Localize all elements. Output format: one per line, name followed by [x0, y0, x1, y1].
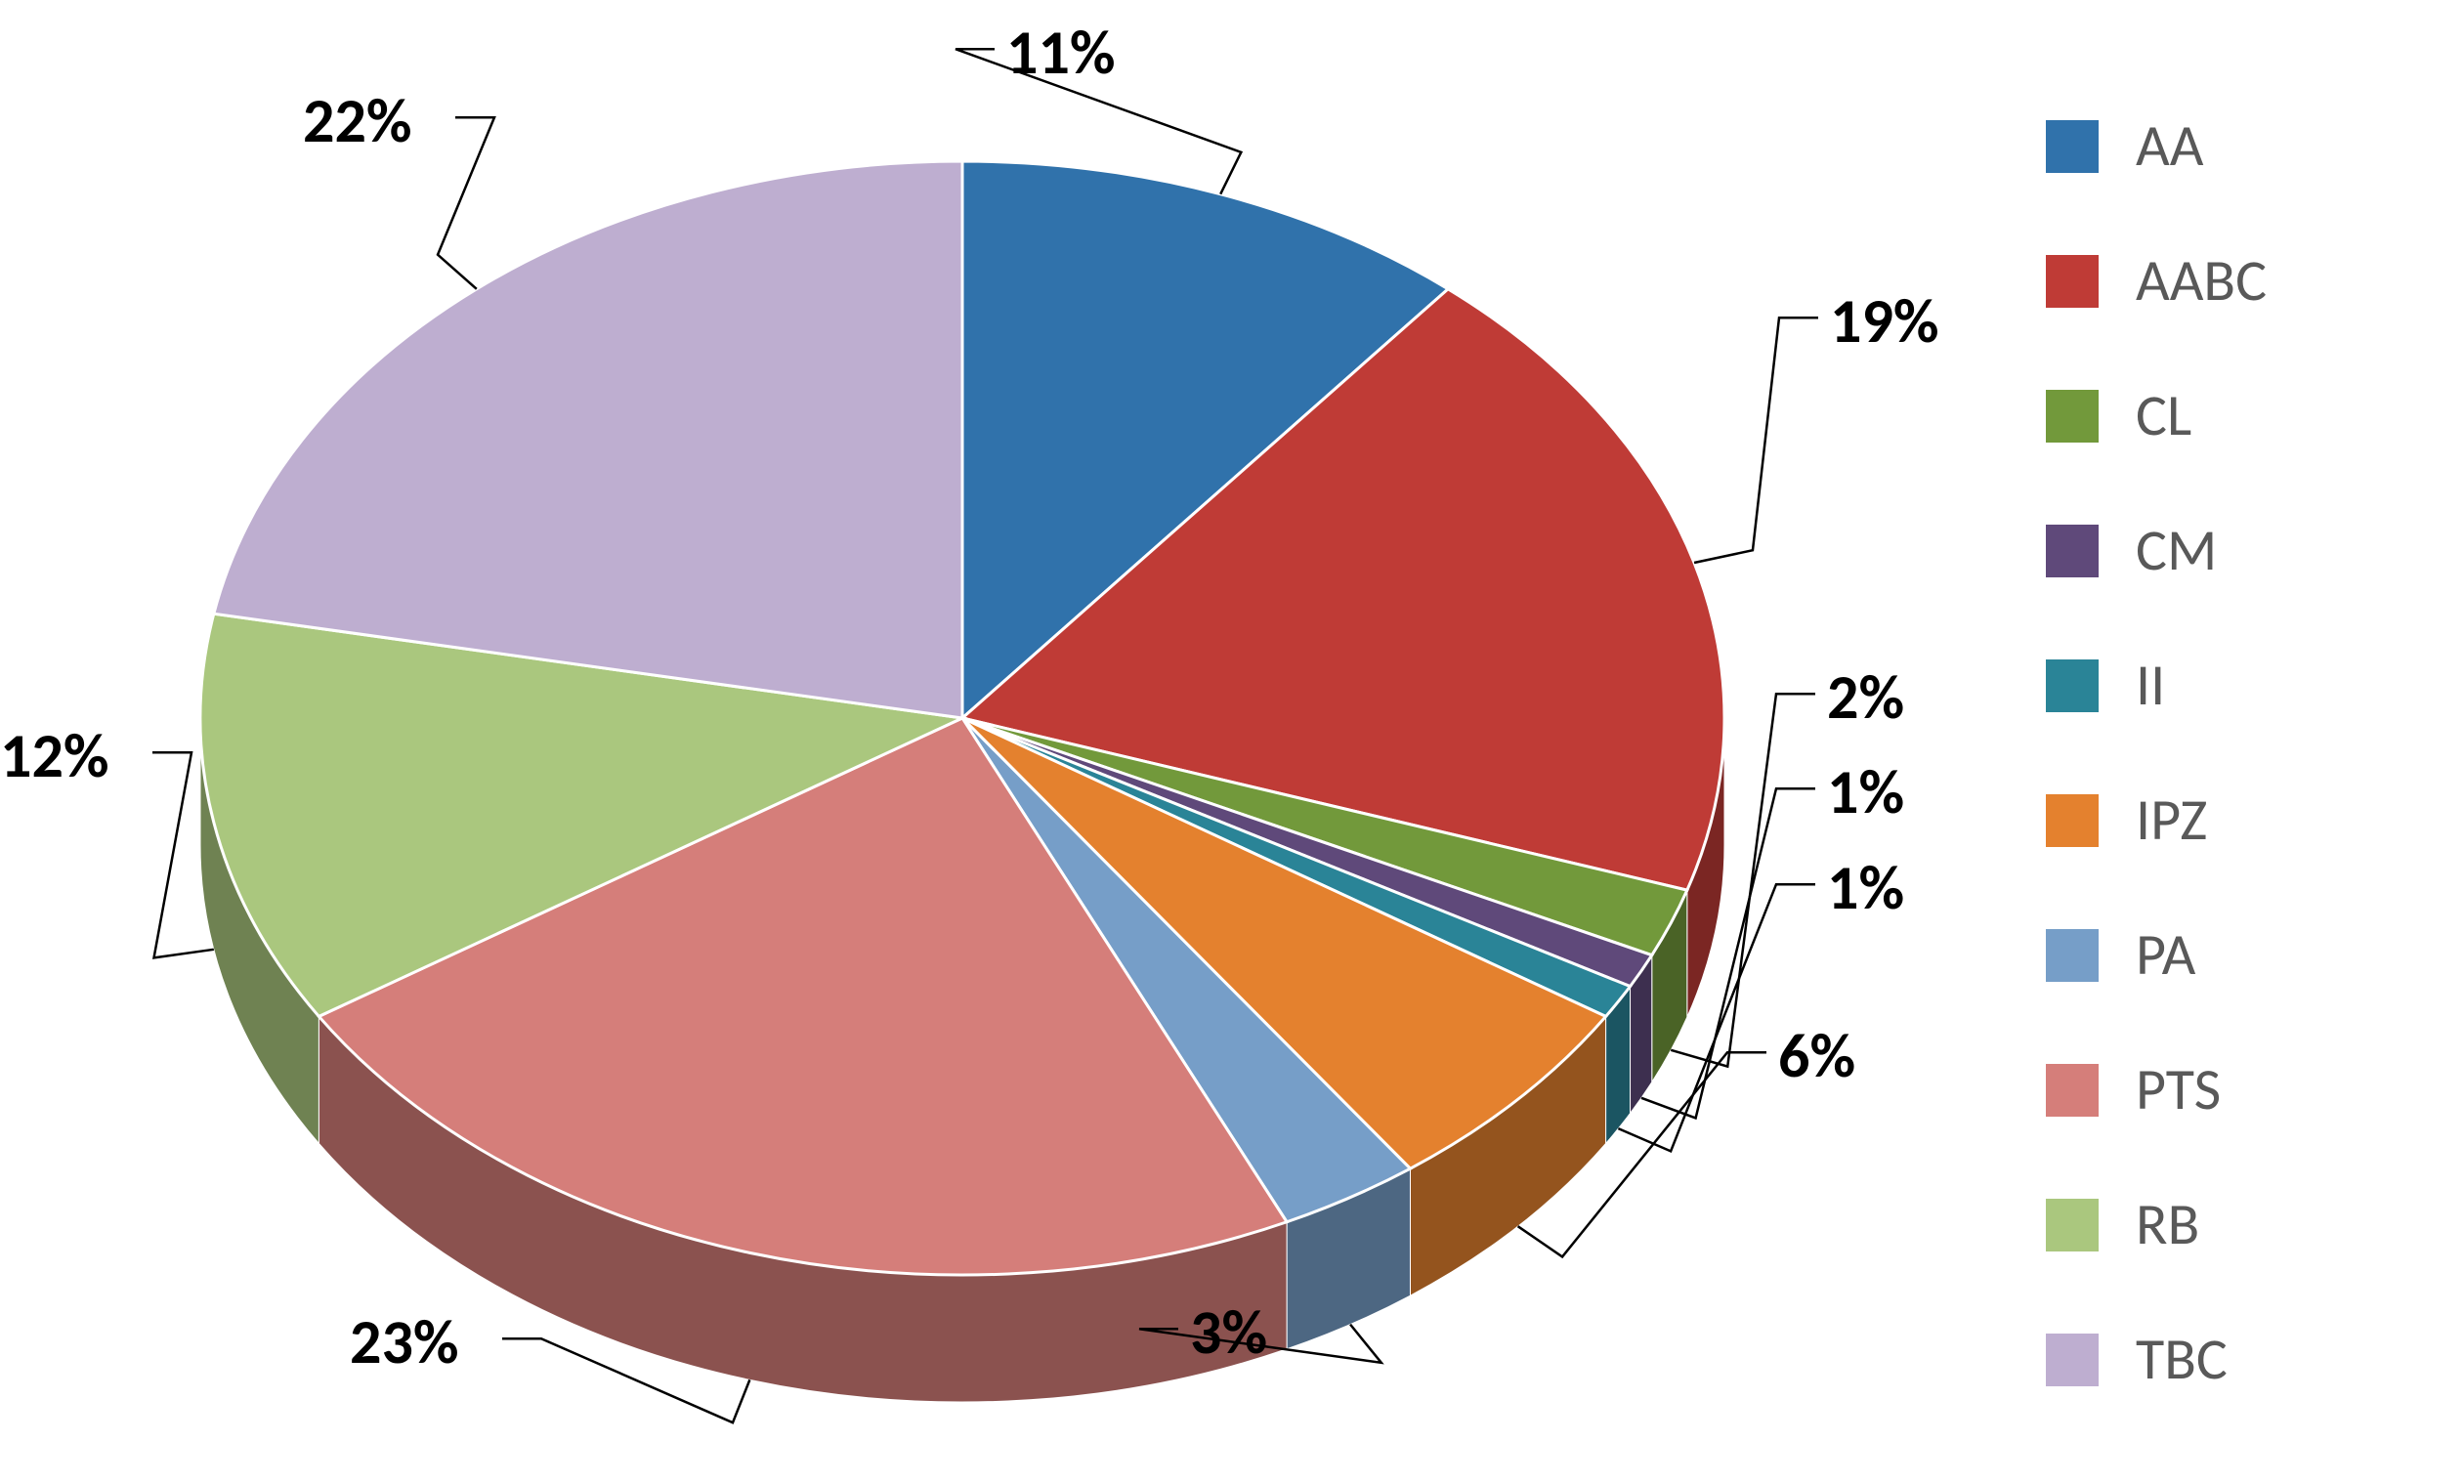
chart-stage: AA AABC CL CM II IPZ PA PTS RB TBC 11% 19% 2% 1% 1% 6%… [0, 0, 2464, 1484]
legend-item-AABC: AABC [2044, 252, 2267, 311]
legend-swatch-AABC [2044, 253, 2101, 310]
legend-swatch-RB [2044, 1197, 2101, 1253]
legend-label-IPZ: IPZ [2136, 791, 2207, 850]
legend-item-CM: CM [2044, 522, 2267, 580]
legend-swatch-II [2044, 657, 2101, 714]
data-label-TBC: 22% [303, 83, 412, 159]
legend-label-PA: PA [2136, 926, 2195, 985]
legend-swatch-AA [2044, 118, 2101, 175]
legend-swatch-CL [2044, 388, 2101, 445]
legend-swatch-TBC [2044, 1332, 2101, 1388]
legend-item-PA: PA [2044, 926, 2267, 985]
legend-swatch-PA [2044, 927, 2101, 984]
legend-label-RB: RB [2136, 1196, 2199, 1254]
legend-swatch-IPZ [2044, 792, 2101, 849]
data-label-PA: 3% [1190, 1294, 1267, 1371]
legend-item-RB: RB [2044, 1196, 2267, 1254]
data-label-CM: 1% [1827, 754, 1904, 830]
data-label-II: 1% [1827, 850, 1904, 926]
legend-item-CL: CL [2044, 387, 2267, 445]
data-label-IPZ: 6% [1778, 1018, 1855, 1094]
legend-swatch-PTS [2044, 1062, 2101, 1119]
data-label-AA: 11% [1006, 15, 1116, 91]
leader-line-TBC [438, 117, 494, 289]
data-label-RB: 12% [0, 718, 109, 794]
data-label-PTS: 23% [350, 1304, 459, 1380]
legend-item-II: II [2044, 657, 2267, 715]
legend-label-II: II [2136, 657, 2165, 715]
legend-label-TBC: TBC [2136, 1331, 2228, 1389]
legend-label-AABC: AABC [2136, 252, 2267, 311]
legend-label-CL: CL [2136, 387, 2191, 445]
legend-swatch-CM [2044, 523, 2101, 579]
legend-label-PTS: PTS [2136, 1061, 2221, 1120]
leader-line-AABC [1694, 318, 1818, 563]
legend: AA AABC CL CM II IPZ PA PTS RB TBC [2044, 117, 2267, 1465]
legend-item-TBC: TBC [2044, 1331, 2267, 1389]
legend-item-IPZ: IPZ [2044, 791, 2267, 850]
legend-item-PTS: PTS [2044, 1061, 2267, 1120]
legend-label-AA: AA [2136, 117, 2203, 176]
data-label-AABC: 19% [1830, 283, 1939, 360]
legend-item-AA: AA [2044, 117, 2267, 176]
legend-label-CM: CM [2136, 522, 2217, 580]
data-label-CL: 2% [1827, 659, 1904, 736]
